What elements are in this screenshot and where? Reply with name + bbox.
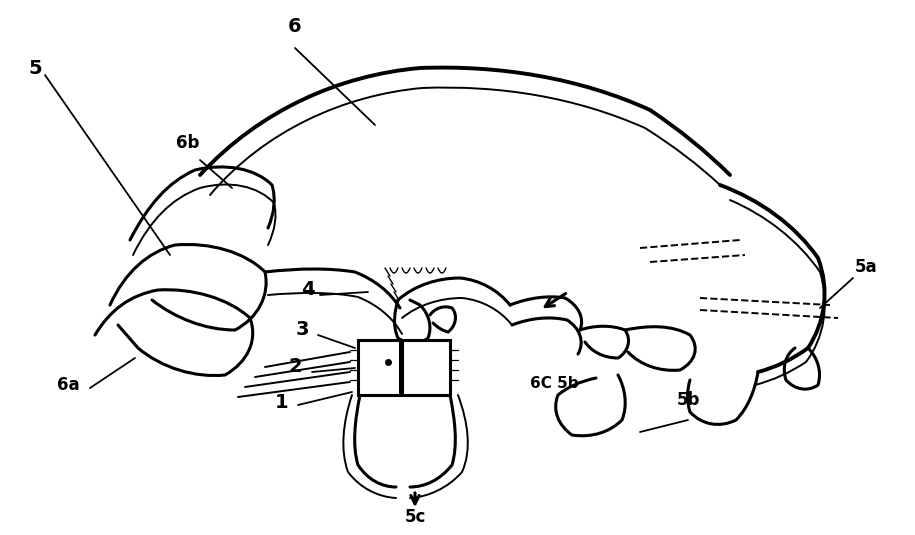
Text: 1: 1 xyxy=(275,393,289,412)
Text: 2: 2 xyxy=(288,357,302,376)
Bar xyxy=(358,340,400,395)
Text: 3: 3 xyxy=(296,320,308,339)
Text: 6C 5b: 6C 5b xyxy=(530,376,578,391)
Text: 5c: 5c xyxy=(404,508,425,526)
Text: 5: 5 xyxy=(28,58,41,78)
Text: 6b: 6b xyxy=(177,134,199,152)
Text: 5b: 5b xyxy=(676,391,700,409)
Text: 5a: 5a xyxy=(855,258,877,276)
Text: 6a: 6a xyxy=(57,376,80,394)
Text: 4: 4 xyxy=(301,280,315,299)
Bar xyxy=(402,340,450,395)
Text: 6: 6 xyxy=(288,17,302,36)
